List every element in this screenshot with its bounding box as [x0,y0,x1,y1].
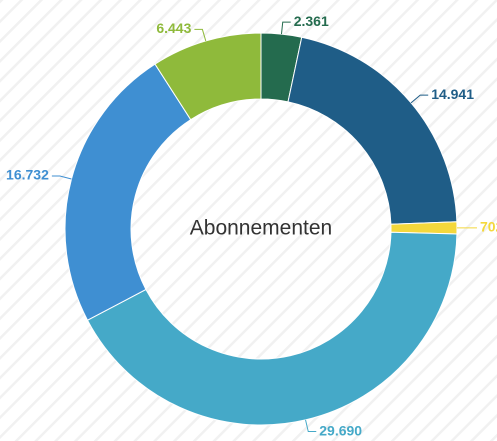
leader-line [51,175,72,180]
value-label: 702 [480,219,497,235]
value-label: 16.732 [6,167,49,183]
value-label: 14.941 [431,86,474,102]
value-label: 2.361 [294,13,329,29]
leader-line [410,94,429,104]
leader-line [194,28,207,42]
donut-segment [86,231,458,426]
leader-line [305,419,317,433]
donut-segment [154,32,262,121]
center-label: Abonnementen [190,217,332,240]
leader-line [280,21,291,35]
value-label: 29.690 [319,422,362,438]
value-label: 6.443 [156,20,191,36]
